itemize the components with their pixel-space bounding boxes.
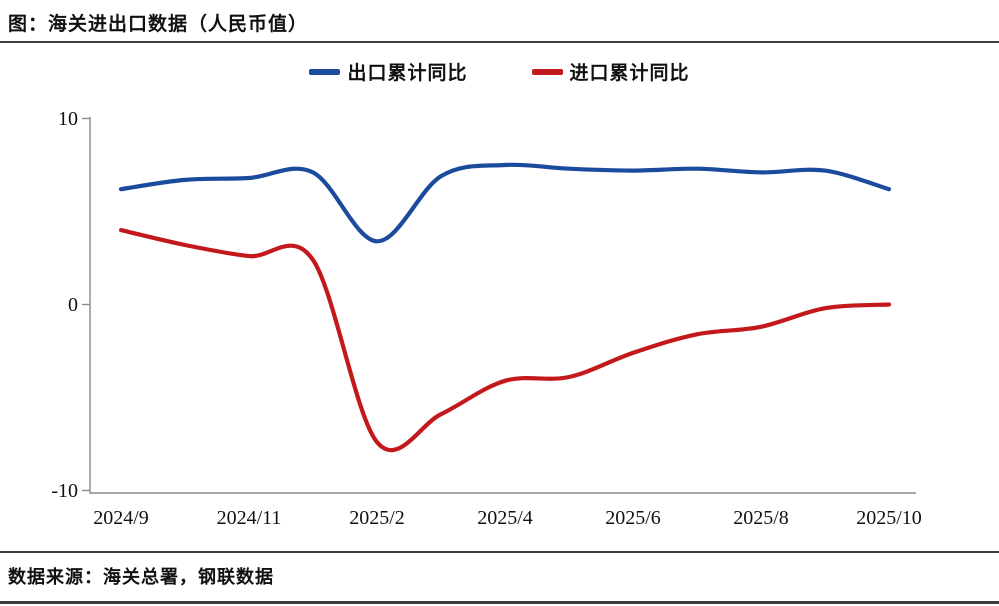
series-line-export — [118, 162, 892, 244]
chart-title: 图：海关进出口数据（人民币值） — [8, 14, 309, 35]
axis-lines — [89, 117, 916, 494]
title-divider — [0, 41, 999, 43]
source-note: 数据来源：海关总署，钢联数据 — [8, 567, 274, 587]
legend-label-export: 出口累计同比 — [347, 63, 468, 84]
y-tick-label: 10 — [58, 107, 78, 130]
legend: 出口累计同比 进口累计同比 — [0, 58, 999, 85]
legend-item-export: 出口累计同比 — [309, 58, 467, 85]
y-tick-label: 0 — [68, 293, 78, 316]
x-tick-label: 2024/9 — [93, 507, 149, 529]
x-tick-label: 2025/2 — [349, 507, 405, 529]
x-tick-label: 2025/4 — [477, 507, 533, 529]
page-bottom-border — [0, 601, 999, 604]
y-tick-label: -10 — [51, 479, 78, 502]
legend-item-import: 进口累计同比 — [531, 58, 690, 85]
x-tick-label: 2025/10 — [856, 507, 922, 529]
legend-swatch-import — [531, 68, 563, 75]
source-divider — [0, 551, 999, 553]
x-tick-label: 2025/8 — [733, 507, 789, 529]
legend-swatch-export — [309, 68, 341, 75]
x-tick-label: 2024/11 — [216, 507, 282, 529]
legend-label-import: 进口累计同比 — [569, 63, 690, 84]
series-line-import — [118, 228, 892, 453]
x-tick-label: 2025/6 — [605, 507, 661, 529]
